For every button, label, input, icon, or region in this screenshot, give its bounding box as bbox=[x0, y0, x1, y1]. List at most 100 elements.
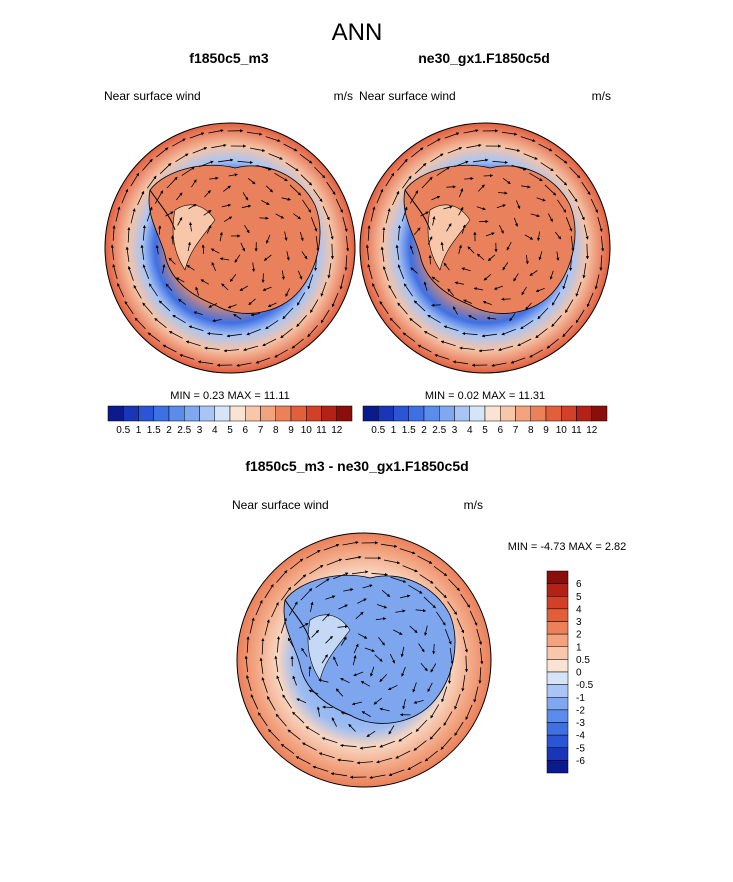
panel-1-wind-vector-103 bbox=[327, 263, 332, 279]
panel-1-colorbar-box-4 bbox=[168, 405, 185, 422]
panel-2-colorbar-tick-label: 6 bbox=[497, 425, 503, 436]
panel-3-wind-vector-102 bbox=[464, 655, 469, 673]
panel-3-wind-vector-55 bbox=[430, 663, 437, 673]
panel-1-wind-vector-65 bbox=[162, 264, 166, 274]
panel-2-wind-vector-120 bbox=[385, 208, 391, 224]
panel-1-wind-vector-146 bbox=[134, 317, 146, 330]
panel-1-colorbar-tick-label: 0.5 bbox=[116, 425, 130, 436]
panel-1-colorbar: 0.5 1 1.5 2 2.5 3 4 5 6 7 8 9 10 11 12 bbox=[107, 405, 353, 436]
panel-2-wind-vector-124 bbox=[430, 153, 444, 163]
panel-2-wind-vector-54 bbox=[554, 231, 562, 240]
panel-3-colorbar-box-15 bbox=[546, 760, 569, 774]
panel-1-wind-vector-95 bbox=[181, 166, 195, 176]
panel-1-wind-vector-118 bbox=[125, 246, 130, 262]
panel-1-wind-vector-16 bbox=[187, 241, 191, 252]
panel-2-wind-vector-31 bbox=[459, 188, 464, 198]
panel-2-wind-vector-147 bbox=[379, 301, 389, 315]
panel-3-wind-vector-147 bbox=[257, 712, 268, 727]
panel-3-colorbar-tick-label: -3 bbox=[576, 718, 585, 729]
panel-3-wind-vector-163 bbox=[417, 555, 433, 564]
panel-3-wind-vector-92 bbox=[280, 617, 287, 634]
panel-3-wind-vector-52 bbox=[415, 609, 427, 613]
panel-3-wind-vector-98 bbox=[434, 586, 447, 599]
panel-1-colorbar-box-5 bbox=[184, 405, 200, 422]
panel-3-colorbar-tick-label: 0.5 bbox=[576, 655, 590, 666]
panel-1-wind-vector-132 bbox=[344, 255, 348, 271]
panel-3-colorbar-box-8 bbox=[546, 671, 569, 685]
panel-1-wind-vector-126 bbox=[211, 143, 227, 149]
panel-2-wind-vector-33 bbox=[498, 191, 508, 195]
panel-1-wind-vector-27 bbox=[168, 257, 176, 265]
panel-3-colorbar-tick-label: -6 bbox=[576, 756, 585, 767]
panel-1-colorbar-box-13 bbox=[306, 405, 322, 422]
panel-1-wind-vector-74 bbox=[302, 199, 312, 213]
panel-1-wind-vector-130 bbox=[342, 216, 348, 233]
panel-1-wind-vector-88 bbox=[148, 283, 158, 297]
panel-1-wind-vector-154 bbox=[130, 172, 140, 187]
panel-1-wind-vector-114 bbox=[154, 318, 167, 329]
panel-2-colorbar: 0.5 1 1.5 2 2.5 3 4 5 6 7 8 9 10 11 12 bbox=[362, 405, 608, 436]
panel-1-wind-vector-83 bbox=[226, 333, 243, 338]
panel-3-wind-vector-60 bbox=[366, 730, 376, 738]
panel-2-wind-vector-89 bbox=[397, 264, 405, 279]
panel-3-wind-vector-63 bbox=[316, 706, 321, 717]
panel-2-wind-vector-48 bbox=[464, 177, 474, 181]
panel-1-colorbar-tick-label: 7 bbox=[258, 425, 264, 436]
panel-2-wind-vector-17 bbox=[446, 223, 452, 232]
panel-3-colorbar-tick-label: -2 bbox=[576, 705, 585, 716]
panel-1-wind-vector-62 bbox=[193, 311, 203, 315]
panel-3-wind-vector-46 bbox=[310, 601, 314, 612]
panel-2-colorbar-tick-label: 7 bbox=[513, 425, 519, 436]
panel-3-wind-vector-31 bbox=[338, 604, 348, 610]
panel-2: ne30_gx1.F1850c5d Near surface wind m/s … bbox=[359, 50, 611, 436]
panel-3-wind-vector-71 bbox=[390, 576, 407, 583]
panel-1-wind-vector-80 bbox=[282, 307, 294, 320]
panel-1-wind-vector-20 bbox=[241, 204, 252, 209]
panel-2-wind-vector-44 bbox=[431, 276, 440, 283]
panel-3-colorbar-tick-label: 1 bbox=[576, 642, 582, 653]
panel-1-map-border bbox=[104, 122, 356, 374]
panel-2-wind-vector-18 bbox=[458, 206, 464, 216]
panel-2-wind-vector-20 bbox=[496, 204, 506, 209]
panel-2-stats: MIN = 0.02 MAX = 11.31 bbox=[425, 390, 545, 402]
panel-2-title: ne30_gx1.F1850c5d bbox=[418, 50, 550, 66]
panel-3-wind-vector-21 bbox=[393, 629, 403, 635]
panel-2-wind-vector-2 bbox=[467, 246, 475, 254]
panel-2-wind-vector-80 bbox=[537, 307, 549, 320]
panel-1-colorbar-box-0 bbox=[107, 405, 124, 422]
panel-2-wind-vector-63 bbox=[431, 303, 441, 307]
panel-2-colorbar-tick-label: 1 bbox=[391, 425, 397, 436]
panel-2-wind-vector-98 bbox=[555, 174, 568, 186]
panel-1-left-label: Near surface wind bbox=[104, 89, 201, 103]
panel-2-wind-vector-68 bbox=[454, 160, 469, 168]
panel-1-wind-vector-161 bbox=[246, 131, 263, 136]
panel-1-wind-vector-93 bbox=[154, 190, 164, 204]
panel-1-wind-vector-148 bbox=[117, 283, 125, 298]
panel-1-wind-vector-94 bbox=[166, 176, 178, 189]
panel-1-wind-vector-63 bbox=[178, 298, 186, 306]
panel-1-wind-vector-56 bbox=[297, 270, 303, 280]
panel-2-wind-vector-97 bbox=[540, 162, 554, 172]
panel-3-wind-vector-41 bbox=[361, 711, 371, 717]
panel-3-colorbar-tick-label: 5 bbox=[576, 592, 582, 603]
panel-3-left-label: Near surface wind bbox=[232, 498, 329, 512]
panel-3-wind-vector-106 bbox=[429, 727, 441, 740]
panel-1-wind-vector-97 bbox=[285, 162, 299, 172]
panel-1-wind-vector-87 bbox=[158, 300, 171, 312]
panel-1-wind-vector-75 bbox=[310, 217, 318, 232]
panel-1-colorbar-tick-label: 1 bbox=[136, 425, 142, 436]
panel-2-wind-vector-133 bbox=[594, 274, 600, 290]
panel-3-map-border bbox=[236, 532, 492, 788]
panel-2-map-border bbox=[359, 122, 611, 374]
panel-2-colorbar-tick-label: 2.5 bbox=[432, 425, 446, 436]
panel-1-wind-vector-68 bbox=[199, 160, 214, 168]
panel-1-wind-vector-49 bbox=[228, 173, 238, 177]
panel-1-wind-vector-28 bbox=[171, 235, 175, 245]
panel-3-wind-vector-146 bbox=[268, 729, 280, 742]
panel-2-wind-vector-151 bbox=[367, 225, 371, 241]
panel-2-left-label: Near surface wind bbox=[359, 89, 456, 103]
panel-1-wind-vector-45 bbox=[165, 211, 174, 217]
panel-1-wind-vector-5 bbox=[240, 242, 245, 252]
panel-2-wind-vector-164 bbox=[554, 153, 568, 164]
panel-2-colorbar-box-0 bbox=[362, 405, 379, 422]
